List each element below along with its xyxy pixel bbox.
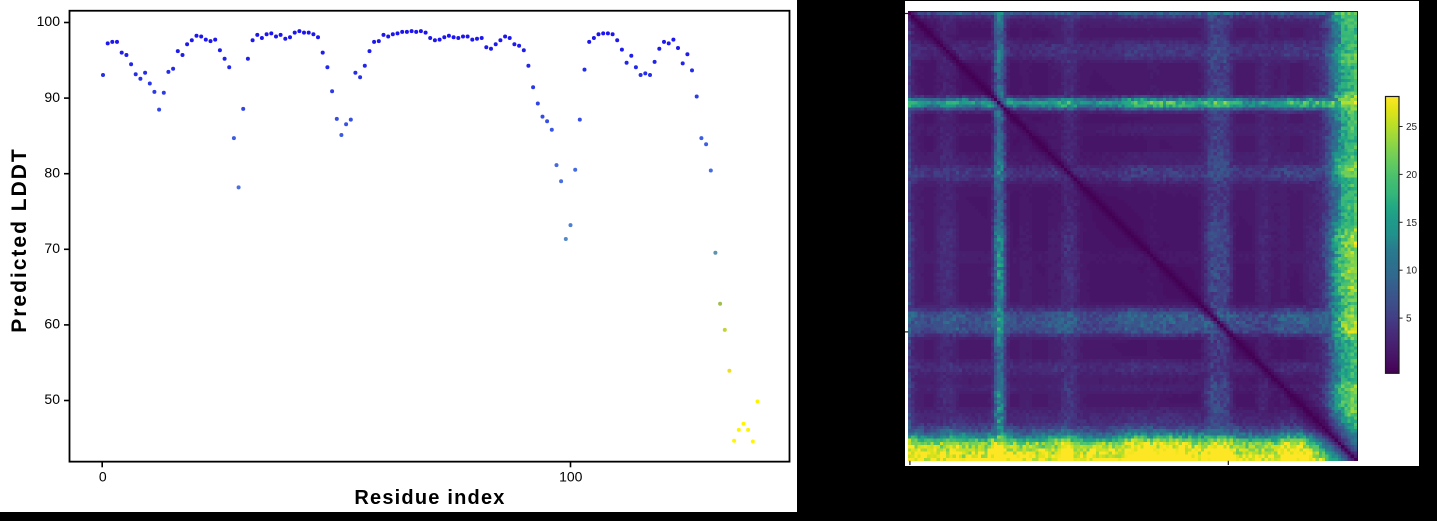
svg-text:5: 5 (1406, 314, 1412, 325)
svg-text:70: 70 (44, 240, 60, 256)
svg-text:15: 15 (1406, 218, 1418, 229)
svg-text:0: 0 (99, 469, 107, 485)
svg-text:Residue index: Residue index (354, 487, 505, 509)
svg-text:100: 100 (559, 469, 583, 485)
svg-text:50: 50 (44, 391, 60, 407)
svg-text:Predicted LDDT: Predicted LDDT (8, 147, 31, 333)
svg-text:100: 100 (37, 13, 61, 29)
svg-text:10: 10 (1406, 266, 1418, 277)
svg-text:25: 25 (1406, 122, 1418, 133)
svg-text:60: 60 (44, 316, 60, 332)
svg-text:90: 90 (44, 89, 60, 105)
svg-text:20: 20 (1406, 170, 1418, 181)
svg-text:80: 80 (44, 164, 60, 180)
